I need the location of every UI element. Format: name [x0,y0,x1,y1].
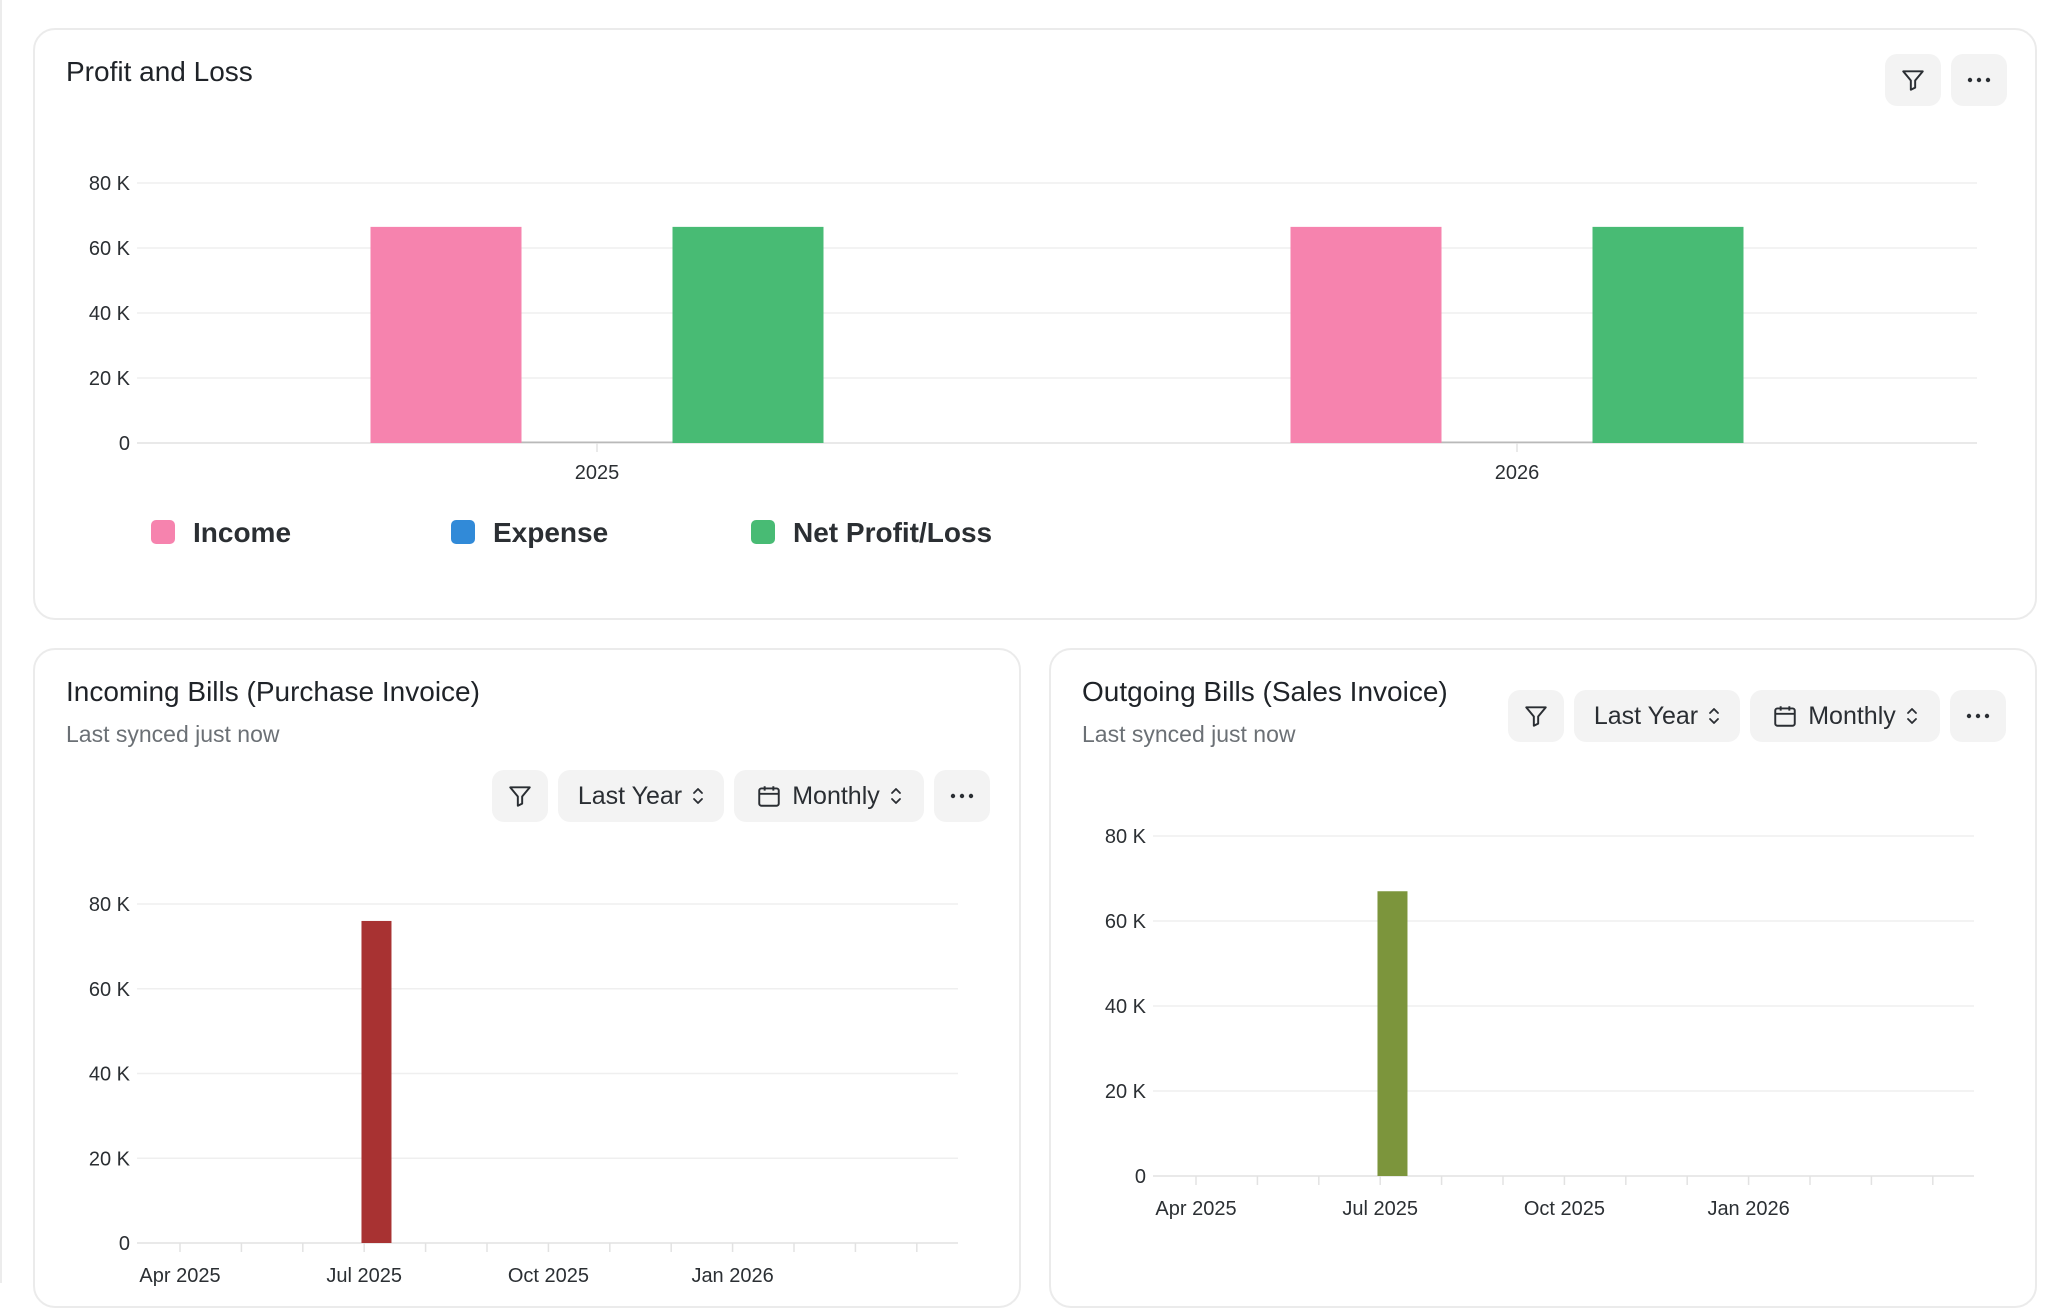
bar-income [370,226,522,443]
x-tick-label: Jul 2025 [1342,1198,1418,1220]
incoming-bills-card: Incoming Bills (Purchase Invoice) Last s… [33,648,1021,1308]
interval-select-label: Monthly [792,781,880,810]
profit-loss-chart: 0 20 K 40 K 60 K 80 K 2025 2026 Income Expense Ne… [89,173,1977,548]
bar-aug-2025 [361,920,392,1243]
y-tick-label: 40 K [1105,996,1147,1018]
outgoing-bills-interval-select[interactable]: Monthly [1750,690,1940,742]
interval-select-label: Monthly [1808,701,1896,730]
incoming-bills-more-button[interactable] [934,770,990,822]
outgoing-bills-more-button[interactable] [1950,690,2006,742]
y-tick-label: 60 K [89,979,131,1001]
bar-net-profit-loss [672,226,824,443]
legend-label: Income [193,517,291,548]
x-tick-label: 2026 [1495,462,1540,484]
outgoing-bills-sync-status: Last synced just now [1082,721,1296,747]
calendar-icon [1774,706,1796,727]
y-tick-label: 0 [119,1233,130,1255]
chevron-up-down-icon [1906,708,1917,724]
legend-label: Net Profit/Loss [793,517,992,548]
profit-loss-more-button[interactable] [1951,54,2007,106]
outgoing-bills-title: Outgoing Bills (Sales Invoice) [1082,676,1448,707]
profit-loss-card: Profit and Loss 0 20 K 40 K 60 K 80 K 2025 202… [33,28,2037,620]
outgoing-bills-chart: 0 20 K 40 K 60 K 80 K Apr 2025 Jul 2025 Oct 202… [1105,826,1974,1220]
y-tick-label: 40 K [89,303,131,325]
y-tick-label: 0 [1135,1166,1146,1188]
legend-swatch [151,520,175,544]
x-tick-label: Oct 2025 [1524,1198,1605,1220]
legend-swatch [751,520,775,544]
x-tick-label: Jul 2025 [326,1265,402,1287]
incoming-bills-title: Incoming Bills (Purchase Invoice) [66,676,480,707]
y-tick-label: 40 K [89,1064,131,1086]
y-tick-label: 20 K [89,368,131,390]
more-horizontal-icon [950,793,974,799]
x-tick-label: Oct 2025 [508,1265,589,1287]
chevron-up-down-icon [693,788,704,804]
x-tick-label: 2025 [575,462,620,484]
more-horizontal-icon [1966,713,1990,719]
x-tick-label: Jan 2026 [691,1265,773,1287]
period-select-label: Last Year [577,781,683,810]
incoming-bills-sync-status: Last synced just now [66,721,280,747]
outgoing-bills-card: Outgoing Bills (Sales Invoice) Last sync… [1049,648,2037,1308]
y-tick-label: 0 [119,433,130,455]
incoming-bills-period-select[interactable]: Last Year [558,770,724,822]
incoming-bills-interval-select[interactable]: Monthly [734,770,924,822]
more-horizontal-icon [1967,77,1991,83]
profit-loss-title: Profit and Loss [66,56,253,87]
page-left-border [0,0,2,1283]
y-tick-label: 20 K [89,1148,131,1170]
bar-expense [521,441,673,443]
incoming-bills-filter-button[interactable] [492,770,548,822]
y-tick-label: 60 K [1105,911,1147,933]
y-tick-label: 60 K [89,238,131,260]
y-tick-label: 80 K [89,894,131,916]
legend-label: Expense [493,517,608,548]
y-tick-label: 80 K [1105,826,1147,848]
calendar-icon [758,786,780,807]
period-select-label: Last Year [1593,701,1699,730]
legend-swatch [451,520,475,544]
x-tick-label: Apr 2025 [1155,1198,1236,1220]
x-tick-label: Apr 2025 [139,1265,220,1287]
incoming-bills-chart: 0 20 K 40 K 60 K 80 K Apr 2025 Jul 2025 Oct 202… [89,894,958,1287]
bar-net-profit-loss [1592,226,1744,443]
filter-icon [509,786,531,807]
bar-aug-2025 [1377,891,1408,1176]
chevron-up-down-icon [890,788,901,804]
bar-income [1290,226,1442,443]
outgoing-bills-period-select[interactable]: Last Year [1574,690,1740,742]
filter-icon [1525,706,1547,727]
y-tick-label: 80 K [89,173,131,195]
filter-icon [1902,70,1924,91]
y-tick-label: 20 K [1105,1081,1147,1103]
bar-expense [1441,441,1593,443]
x-tick-label: Jan 2026 [1707,1198,1789,1220]
profit-loss-filter-button[interactable] [1885,54,1941,106]
chevron-up-down-icon [1709,708,1720,724]
outgoing-bills-filter-button[interactable] [1508,690,1564,742]
